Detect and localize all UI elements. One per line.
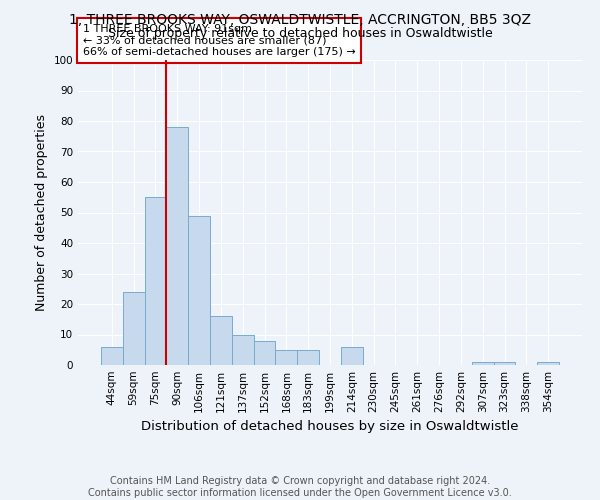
Bar — [275, 350, 297, 365]
Bar — [472, 362, 494, 365]
Bar — [145, 197, 166, 365]
Text: Size of property relative to detached houses in Oswaldtwistle: Size of property relative to detached ho… — [107, 28, 493, 40]
Bar — [341, 346, 363, 365]
Bar — [537, 362, 559, 365]
Bar — [232, 334, 254, 365]
Bar — [166, 127, 188, 365]
Bar — [101, 346, 123, 365]
Bar — [297, 350, 319, 365]
Text: Contains HM Land Registry data © Crown copyright and database right 2024.
Contai: Contains HM Land Registry data © Crown c… — [88, 476, 512, 498]
Bar — [188, 216, 210, 365]
Y-axis label: Number of detached properties: Number of detached properties — [35, 114, 48, 311]
X-axis label: Distribution of detached houses by size in Oswaldtwistle: Distribution of detached houses by size … — [141, 420, 519, 434]
Text: 1, THREE BROOKS WAY, OSWALDTWISTLE, ACCRINGTON, BB5 3QZ: 1, THREE BROOKS WAY, OSWALDTWISTLE, ACCR… — [69, 12, 531, 26]
Bar — [210, 316, 232, 365]
Bar — [494, 362, 515, 365]
Bar — [123, 292, 145, 365]
Text: 1 THREE BROOKS WAY: 91sqm
← 33% of detached houses are smaller (87)
66% of semi-: 1 THREE BROOKS WAY: 91sqm ← 33% of detac… — [83, 24, 356, 57]
Bar — [254, 340, 275, 365]
